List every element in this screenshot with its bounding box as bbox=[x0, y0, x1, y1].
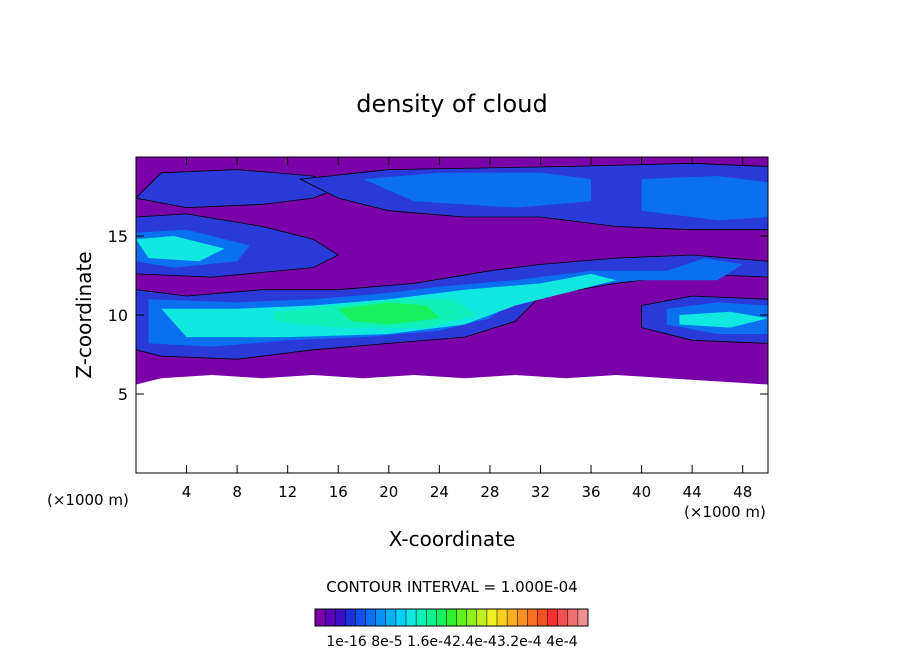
x-tick-label: 28 bbox=[480, 483, 499, 501]
plot-area bbox=[135, 156, 769, 474]
colorbar-cell bbox=[557, 608, 569, 627]
colorbar-cell bbox=[527, 608, 538, 627]
colorbar-cell bbox=[456, 608, 468, 627]
contour-region-5 bbox=[363, 172, 591, 208]
y-axis-ticks: 5 10 15 bbox=[108, 227, 768, 404]
colorbar-cell bbox=[385, 608, 397, 627]
contour-region-14 bbox=[338, 302, 440, 325]
x-axis-unit: (×1000 m) bbox=[684, 503, 766, 521]
x-tick-label: 8 bbox=[232, 483, 242, 501]
x-tick-label: 44 bbox=[683, 483, 702, 501]
colorbar-frame bbox=[314, 608, 589, 627]
colorbar-cell bbox=[395, 608, 407, 627]
colorbar-cell bbox=[425, 608, 437, 627]
x-tick-label: 20 bbox=[379, 483, 398, 501]
contour-regions bbox=[136, 162, 768, 473]
colorbar-cell bbox=[496, 608, 508, 627]
colorbar-cell bbox=[345, 608, 356, 627]
x-tick-label: 16 bbox=[329, 483, 348, 501]
x-tick-label: 48 bbox=[733, 483, 752, 501]
y-axis-label: Z-coordinate bbox=[72, 251, 96, 378]
colorbar-cell bbox=[547, 608, 559, 627]
colorbar-cell bbox=[405, 608, 417, 627]
colorbar-cell bbox=[334, 608, 346, 627]
x-axis-ticks: 4 8 12 16 20 24 28 32 36 40 44 48 bbox=[182, 157, 752, 501]
y-tick-label: 5 bbox=[118, 385, 128, 404]
colorbar-cells bbox=[314, 608, 589, 627]
y-axis-unit: (×1000 m) bbox=[47, 491, 129, 509]
y-tick-label: 10 bbox=[108, 306, 128, 325]
colorbar-cell bbox=[516, 608, 528, 627]
colorbar-cell bbox=[476, 608, 488, 627]
chart-title: density of cloud bbox=[356, 90, 547, 118]
colorbar-cell bbox=[486, 608, 498, 627]
colorbar-cell bbox=[577, 608, 589, 627]
colorbar-cell bbox=[446, 608, 458, 627]
colorbar-cell bbox=[436, 608, 447, 627]
contour-interval-label: CONTOUR INTERVAL = 1.000E-04 bbox=[326, 578, 577, 596]
colorbar-cell bbox=[355, 608, 367, 627]
x-tick-label: 12 bbox=[278, 483, 297, 501]
y-tick-label: 15 bbox=[108, 227, 128, 246]
x-tick-label: 40 bbox=[632, 483, 651, 501]
colorbar-cell bbox=[415, 608, 427, 627]
x-tick-label: 24 bbox=[430, 483, 449, 501]
colorbar-cell bbox=[537, 608, 549, 627]
colorbar-cell bbox=[375, 608, 387, 627]
colorbar-cell bbox=[314, 608, 326, 627]
x-tick-label: 32 bbox=[531, 483, 550, 501]
contour-region-6 bbox=[641, 176, 768, 221]
colorbar-cell bbox=[365, 608, 377, 627]
contour-region-12 bbox=[679, 311, 768, 328]
x-axis-label: X-coordinate bbox=[389, 527, 516, 551]
colorbar-cell bbox=[506, 608, 518, 627]
colorbar-labels: 1e-16 8e-5 1.6e-42.4e-43.2e-4 4e-4 bbox=[326, 634, 577, 650]
contour-region-15 bbox=[136, 375, 768, 473]
colorbar-cell bbox=[324, 608, 336, 627]
colorbar: 1e-16 8e-5 1.6e-42.4e-43.2e-4 4e-4 bbox=[314, 608, 589, 650]
colorbar-cell bbox=[567, 608, 579, 627]
contour-region-10 bbox=[136, 236, 225, 262]
colorbar-cell bbox=[466, 608, 478, 627]
x-tick-label: 36 bbox=[581, 483, 600, 501]
x-tick-label: 4 bbox=[182, 483, 192, 501]
